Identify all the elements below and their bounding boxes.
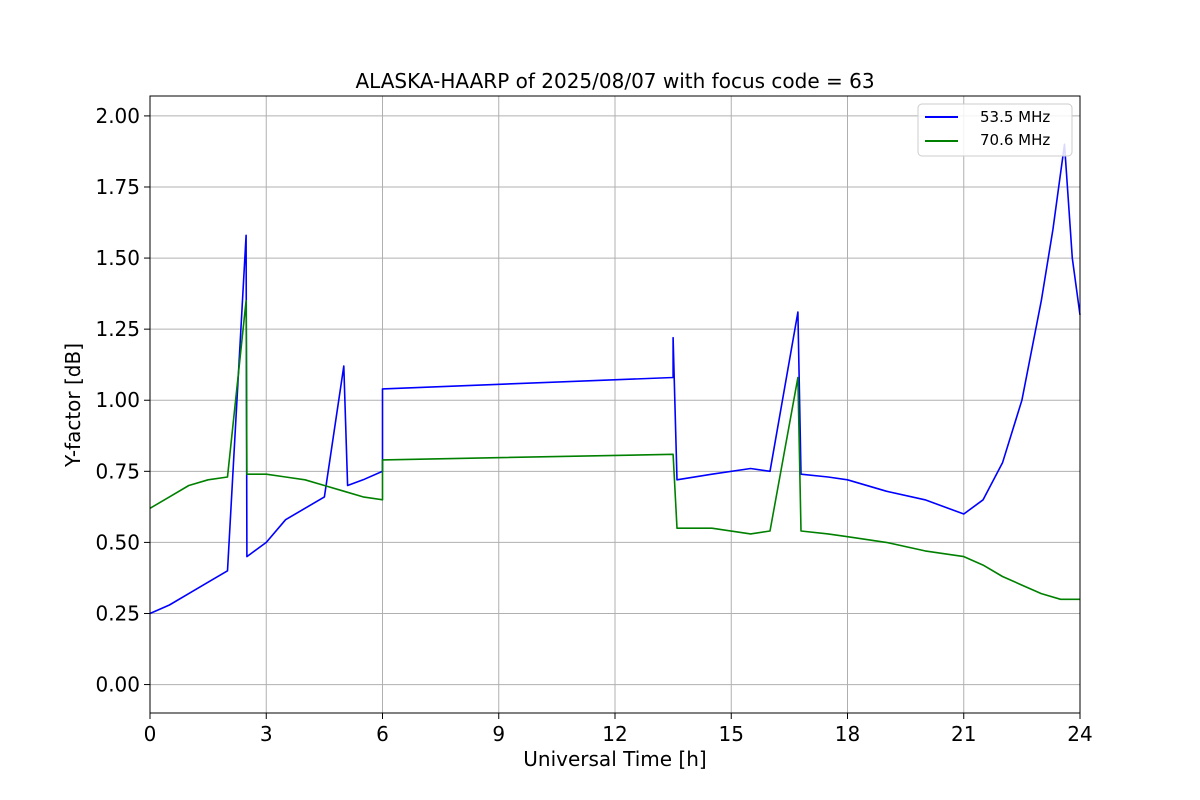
y-tick-label: 0.00: [95, 673, 140, 697]
x-tick-label: 12: [602, 722, 627, 746]
x-axis-title: Universal Time [h]: [523, 747, 706, 771]
legend: 53.5 MHz 70.6 MHz: [917, 103, 1073, 157]
x-tick-label: 3: [260, 722, 273, 746]
x-tick-label: 24: [1067, 722, 1092, 746]
x-tick-label: 18: [835, 722, 860, 746]
x-tick-label: 6: [376, 722, 389, 746]
chart-title: ALASKA-HAARP of 2025/08/07 with focus co…: [355, 69, 874, 93]
y-tick-label: 2.00: [95, 104, 140, 128]
x-axis-ticks: 0 3 6 9 12 15 18 21 24: [144, 713, 1093, 746]
x-tick-label: 21: [951, 722, 976, 746]
series-line-70-6-mhz: [149, 299, 1080, 601]
plot-area: [149, 95, 1081, 714]
y-tick-label: 1.25: [95, 317, 140, 341]
y-axis-ticks: 0.00 0.25 0.50 0.75 1.00 1.25 1.50 1.75 2.00: [95, 104, 150, 697]
x-tick-label: 0: [144, 722, 157, 746]
legend-label-70-6: 70.6 MHz: [980, 131, 1050, 149]
y-axis-title: Y-factor [dB]: [61, 343, 85, 468]
x-tick-label: 9: [492, 722, 505, 746]
series-lines: [149, 143, 1081, 615]
x-tick-label: 15: [719, 722, 744, 746]
y-tick-label: 1.50: [95, 246, 140, 270]
series-line-53-5-mhz: [149, 143, 1081, 615]
legend-label-53-5: 53.5 MHz: [980, 108, 1050, 126]
y-tick-label: 0.25: [95, 601, 140, 625]
y-tick-label: 1.75: [95, 175, 140, 199]
y-tick-label: 1.00: [95, 388, 140, 412]
y-tick-label: 0.75: [95, 459, 140, 483]
y-tick-label: 0.50: [95, 530, 140, 554]
